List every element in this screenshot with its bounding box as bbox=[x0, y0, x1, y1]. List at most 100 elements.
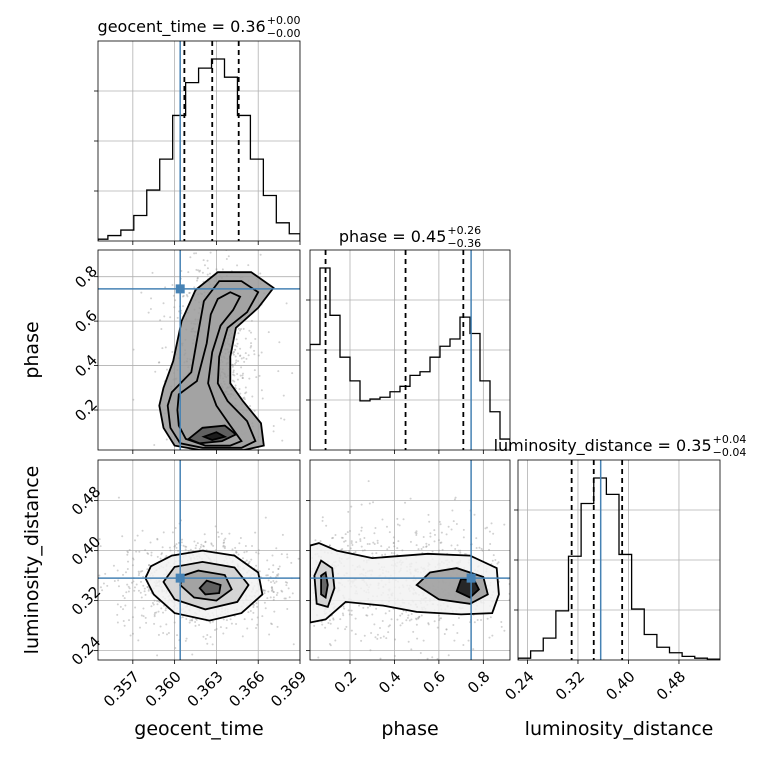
panel-frame bbox=[97, 249, 301, 451]
sample-point bbox=[229, 472, 231, 474]
sample-point bbox=[277, 370, 280, 373]
sample-point bbox=[243, 551, 246, 554]
sample-point bbox=[193, 286, 196, 289]
sample-point bbox=[528, 593, 530, 595]
sample-point bbox=[142, 584, 145, 587]
sample-point bbox=[270, 589, 273, 592]
sample-point bbox=[328, 544, 331, 547]
sample-point bbox=[303, 571, 305, 573]
sample-point bbox=[360, 545, 363, 548]
sample-point bbox=[281, 533, 284, 536]
sample-point bbox=[381, 553, 384, 556]
sample-point bbox=[475, 537, 478, 540]
sample-point bbox=[63, 618, 65, 620]
sample-point bbox=[174, 544, 177, 547]
sample-point bbox=[384, 553, 387, 556]
sample-point bbox=[217, 479, 219, 481]
sample-point bbox=[205, 517, 207, 519]
sample-point bbox=[207, 502, 209, 504]
sample-point bbox=[211, 462, 213, 464]
sample-point bbox=[480, 619, 483, 622]
sample-point bbox=[379, 626, 382, 629]
panel-frame bbox=[97, 459, 301, 661]
sample-point bbox=[195, 544, 198, 547]
sample-point bbox=[375, 607, 378, 610]
sample-point bbox=[75, 359, 77, 361]
sample-point bbox=[476, 619, 479, 622]
sample-point bbox=[258, 461, 260, 463]
sample-point bbox=[433, 529, 436, 532]
sample-point bbox=[185, 477, 187, 479]
sample-point bbox=[220, 532, 223, 535]
sample-point bbox=[303, 598, 305, 600]
sample-point bbox=[344, 628, 347, 631]
sample-point bbox=[414, 531, 417, 534]
sample-point bbox=[102, 582, 105, 585]
sample-point bbox=[306, 581, 308, 583]
sample-point bbox=[486, 617, 489, 620]
sample-point bbox=[138, 550, 141, 553]
sample-point bbox=[153, 613, 156, 616]
sample-point bbox=[447, 654, 450, 657]
sample-point bbox=[159, 625, 162, 628]
sample-point bbox=[521, 539, 523, 541]
sample-point bbox=[566, 589, 568, 591]
sample-point bbox=[420, 614, 423, 617]
sample-point bbox=[491, 634, 494, 637]
sample-point bbox=[222, 247, 224, 249]
sample-point bbox=[358, 604, 361, 607]
sample-point bbox=[341, 548, 344, 551]
sample-point bbox=[263, 595, 265, 597]
sample-point bbox=[241, 377, 244, 380]
sample-point bbox=[270, 627, 272, 629]
histogram-geocent_time bbox=[98, 58, 300, 241]
sample-point bbox=[182, 544, 185, 547]
sample-point bbox=[497, 561, 500, 564]
sample-point bbox=[142, 615, 145, 618]
sample-point bbox=[280, 589, 283, 592]
sample-point bbox=[304, 598, 306, 600]
contour-line bbox=[179, 569, 233, 602]
sample-point bbox=[150, 554, 153, 557]
sample-point bbox=[94, 619, 96, 621]
sample-point bbox=[214, 549, 217, 552]
sample-point bbox=[422, 546, 425, 549]
sample-point bbox=[241, 557, 244, 560]
sample-point bbox=[191, 653, 194, 656]
sample-point bbox=[126, 583, 129, 586]
sample-point bbox=[273, 557, 275, 559]
sample-point bbox=[344, 539, 347, 542]
sample-point bbox=[234, 355, 237, 358]
sample-point bbox=[306, 546, 308, 548]
sample-point bbox=[286, 573, 288, 575]
sample-point bbox=[418, 615, 421, 618]
sample-point bbox=[472, 648, 475, 651]
sample-point bbox=[300, 593, 302, 595]
sample-point bbox=[160, 552, 163, 555]
sample-point bbox=[280, 553, 283, 556]
sample-point bbox=[417, 548, 420, 551]
sample-point bbox=[258, 374, 261, 377]
sample-point bbox=[212, 506, 214, 508]
sample-point bbox=[563, 576, 565, 578]
sample-point bbox=[284, 581, 287, 584]
sample-point bbox=[208, 455, 210, 457]
sample-point bbox=[392, 541, 395, 544]
sample-point bbox=[185, 618, 188, 621]
sample-point bbox=[201, 452, 203, 454]
sample-point bbox=[288, 617, 290, 619]
sample-point bbox=[185, 461, 187, 463]
sample-point bbox=[349, 530, 352, 533]
sample-point bbox=[130, 581, 133, 584]
sample-point bbox=[321, 623, 324, 626]
sample-point bbox=[165, 633, 168, 636]
sample-point bbox=[354, 551, 357, 554]
sample-point bbox=[187, 271, 190, 274]
sample-point bbox=[390, 618, 393, 621]
sample-point bbox=[278, 341, 281, 344]
sample-point bbox=[140, 596, 143, 599]
sample-point bbox=[350, 505, 353, 508]
sample-point bbox=[240, 327, 243, 330]
sample-point bbox=[360, 529, 363, 532]
x-tick-label: 0.363 bbox=[184, 668, 227, 711]
